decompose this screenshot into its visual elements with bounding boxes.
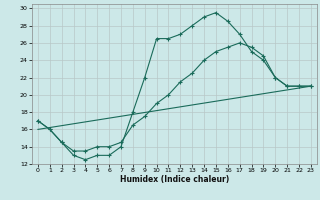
- X-axis label: Humidex (Indice chaleur): Humidex (Indice chaleur): [120, 175, 229, 184]
